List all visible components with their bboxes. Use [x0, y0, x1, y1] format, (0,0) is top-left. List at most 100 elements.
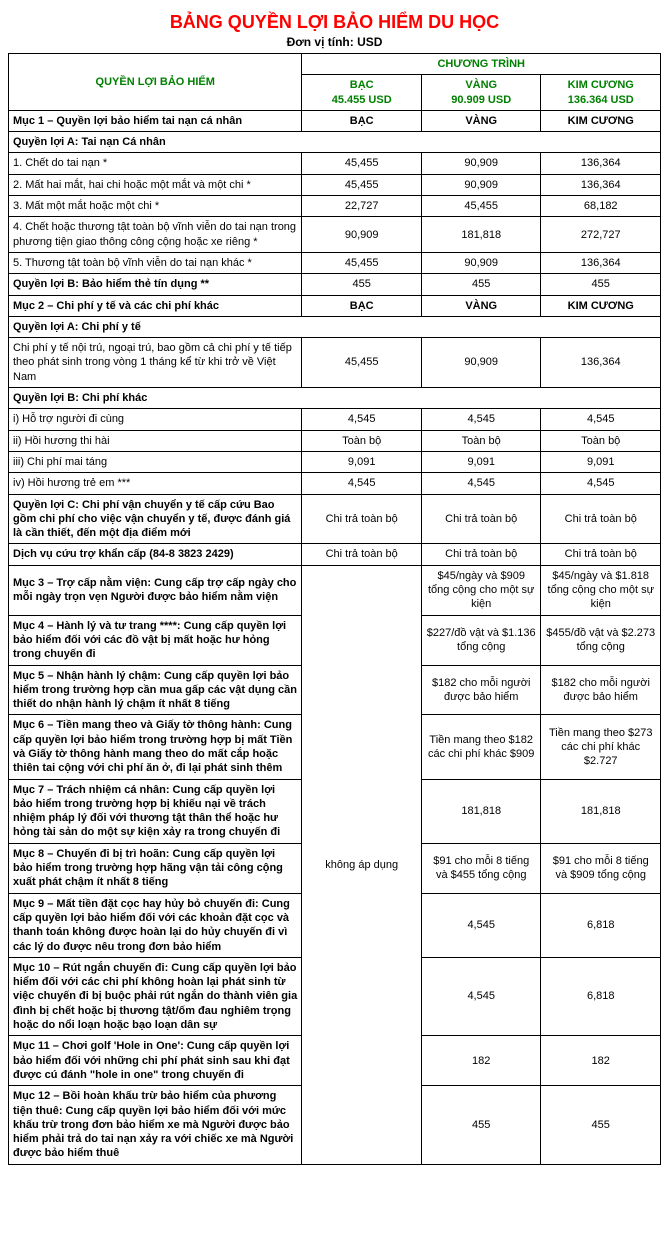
merged-row-label: Mục 5 – Nhận hành lý chậm: Cung cấp quyề… [9, 665, 302, 715]
row-val: 90,909 [421, 338, 541, 388]
row-val: Chi trả toàn bộ [541, 544, 661, 565]
row-val: 9,091 [302, 451, 422, 472]
row-val: 4,545 [302, 473, 422, 494]
row-val: 136,364 [541, 338, 661, 388]
row-label: 2. Mất hai mắt, hai chi hoặc một mắt và … [9, 174, 302, 195]
merged-row-val: $227/đồ vật và $1.136 tổng cộng [421, 615, 541, 665]
row-val: Toàn bộ [421, 430, 541, 451]
subhead: Quyền lợi A: Tai nạn Cá nhân [9, 132, 661, 153]
merged-row-label: Mục 7 – Trách nhiệm cá nhân: Cung cấp qu… [9, 779, 302, 843]
row-val: 45,455 [302, 252, 422, 273]
row-val: 45,455 [302, 153, 422, 174]
row-label: Quyền lợi C: Chi phí vận chuyển y tế cấp… [9, 494, 302, 544]
row-val: 68,182 [541, 196, 661, 217]
row-label: iii) Chi phí mai táng [9, 451, 302, 472]
benefits-table: QUYỀN LỢI BẢO HIỂMCHƯƠNG TRÌNHBẠC45.455 … [8, 53, 661, 1165]
merged-row-val: $182 cho mỗi người được bảo hiểm [421, 665, 541, 715]
row-val: 455 [421, 274, 541, 295]
section-label: Mục 2 – Chi phí y tế và các chi phí khác [9, 295, 302, 316]
merged-row-val: $91 cho mỗi 8 tiếng và $909 tổng cộng [541, 843, 661, 893]
row-val: 90,909 [421, 153, 541, 174]
header-tier: VÀNG90.909 USD [421, 75, 541, 111]
row-val: 22,727 [302, 196, 422, 217]
row-val: Toàn bộ [302, 430, 422, 451]
section-val: VÀNG [421, 295, 541, 316]
merged-row-label: Mục 8 – Chuyến đi bị trì hoãn: Cung cấp … [9, 843, 302, 893]
row-label: i) Hỗ trợ người đi cùng [9, 409, 302, 430]
merged-row-val: 6,818 [541, 893, 661, 957]
row-val: Chi trả toàn bộ [302, 544, 422, 565]
merged-row-label: Mục 4 – Hành lý và tư trang ****: Cung c… [9, 615, 302, 665]
row-val: 4,545 [421, 409, 541, 430]
row-val: 90,909 [421, 174, 541, 195]
section-val: BẠC [302, 295, 422, 316]
merged-row-label: Mục 9 – Mất tiền đặt cọc hay hủy bỏ chuy… [9, 893, 302, 957]
row-val: 9,091 [421, 451, 541, 472]
page-subtitle: Đơn vị tính: USD [8, 35, 661, 49]
merged-row-val: Tiền mang theo $273 các chi phí khác $2.… [541, 715, 661, 779]
merged-row-val: 181,818 [421, 779, 541, 843]
row-label: ii) Hồi hương thi hài [9, 430, 302, 451]
merged-row-val: $182 cho mỗi người được bảo hiểm [541, 665, 661, 715]
merged-row-val: $91 cho mỗi 8 tiếng và $455 tổng cộng [421, 843, 541, 893]
row-label: iv) Hồi hương trẻ em *** [9, 473, 302, 494]
row-val: 45,455 [302, 174, 422, 195]
section-val: KIM CƯƠNG [541, 110, 661, 131]
subhead: Quyền lợi A: Chi phí y tế [9, 316, 661, 337]
row-label: Quyền lợi B: Bảo hiểm thẻ tín dụng ** [9, 274, 302, 295]
merged-row-label: Mục 3 – Trợ cấp nằm viện: Cung cấp trợ c… [9, 565, 302, 615]
header-tier: BẠC45.455 USD [302, 75, 422, 111]
row-val: 272,727 [541, 217, 661, 253]
section-label: Mục 1 – Quyền lợi bảo hiểm tai nạn cá nh… [9, 110, 302, 131]
merged-row-val: $45/ngày và $909 tổng cộng cho một sự ki… [421, 565, 541, 615]
row-val: 90,909 [421, 252, 541, 273]
row-label: Dịch vụ cứu trợ khẩn cấp (84-8 3823 2429… [9, 544, 302, 565]
row-val: 4,545 [421, 473, 541, 494]
row-val: 9,091 [541, 451, 661, 472]
merged-row-val: 4,545 [421, 957, 541, 1035]
section-val: KIM CƯƠNG [541, 295, 661, 316]
row-val: 136,364 [541, 252, 661, 273]
row-val: Chi trả toàn bộ [541, 494, 661, 544]
row-label: 3. Mất một mắt hoặc một chi * [9, 196, 302, 217]
merged-row-val: 181,818 [541, 779, 661, 843]
na-cell: không áp dụng [302, 565, 422, 1164]
row-val: Chi trả toàn bộ [421, 544, 541, 565]
row-val: 45,455 [302, 338, 422, 388]
merged-row-val: 182 [541, 1036, 661, 1086]
merged-row-label: Mục 6 – Tiền mang theo và Giấy tờ thông … [9, 715, 302, 779]
row-val: Toàn bộ [541, 430, 661, 451]
header-program: CHƯƠNG TRÌNH [302, 54, 661, 75]
row-val: 45,455 [421, 196, 541, 217]
row-val: 455 [541, 274, 661, 295]
merged-row-val: 455 [541, 1086, 661, 1164]
subhead: Quyền lợi B: Chi phí khác [9, 388, 661, 409]
page-title: BẢNG QUYỀN LỢI BẢO HIỂM DU HỌC [8, 12, 661, 33]
merged-row-label: Mục 11 – Chơi golf 'Hole in One': Cung c… [9, 1036, 302, 1086]
merged-row-val: 455 [421, 1086, 541, 1164]
merged-row-val: 182 [421, 1036, 541, 1086]
row-val: 4,545 [541, 409, 661, 430]
merged-row-label: Mục 10 – Rút ngắn chuyến đi: Cung cấp qu… [9, 957, 302, 1035]
merged-row-val: Tiền mang theo $182 các chi phí khác $90… [421, 715, 541, 779]
row-val: 455 [302, 274, 422, 295]
row-val: 90,909 [302, 217, 422, 253]
row-val: 181,818 [421, 217, 541, 253]
row-val: 136,364 [541, 153, 661, 174]
row-label: 5. Thương tật toàn bộ vĩnh viễn do tai n… [9, 252, 302, 273]
header-tier: KIM CƯƠNG136.364 USD [541, 75, 661, 111]
row-val: 4,545 [302, 409, 422, 430]
merged-row-label: Mục 12 – Bồi hoàn khấu trừ bảo hiểm của … [9, 1086, 302, 1164]
row-label: 4. Chết hoặc thương tật toàn bộ vĩnh viễ… [9, 217, 302, 253]
merged-row-val: 6,818 [541, 957, 661, 1035]
row-val: Chi trả toàn bộ [302, 494, 422, 544]
row-label: Chi phí y tế nội trú, ngoại trú, bao gồm… [9, 338, 302, 388]
row-val: Chi trả toàn bộ [421, 494, 541, 544]
merged-row-val: 4,545 [421, 893, 541, 957]
row-val: 136,364 [541, 174, 661, 195]
header-benefit: QUYỀN LỢI BẢO HIỂM [9, 54, 302, 111]
row-val: 4,545 [541, 473, 661, 494]
section-val: VÀNG [421, 110, 541, 131]
row-label: 1. Chết do tai nạn * [9, 153, 302, 174]
section-val: BẠC [302, 110, 422, 131]
